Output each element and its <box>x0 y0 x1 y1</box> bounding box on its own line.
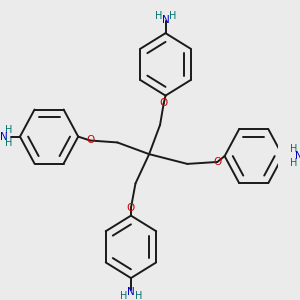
Text: H: H <box>120 291 127 300</box>
Text: O: O <box>86 136 94 146</box>
Text: H: H <box>290 144 298 154</box>
Text: H: H <box>154 11 162 21</box>
Text: O: O <box>213 157 221 167</box>
Text: H: H <box>5 138 13 148</box>
Text: O: O <box>127 203 135 213</box>
Text: H: H <box>134 291 142 300</box>
Text: N: N <box>0 132 8 142</box>
Text: O: O <box>160 98 168 108</box>
Text: H: H <box>5 125 13 135</box>
Text: H: H <box>169 11 176 21</box>
Text: H: H <box>290 158 298 168</box>
Text: N: N <box>127 287 135 297</box>
Text: N: N <box>295 151 300 161</box>
Text: N: N <box>162 14 170 25</box>
